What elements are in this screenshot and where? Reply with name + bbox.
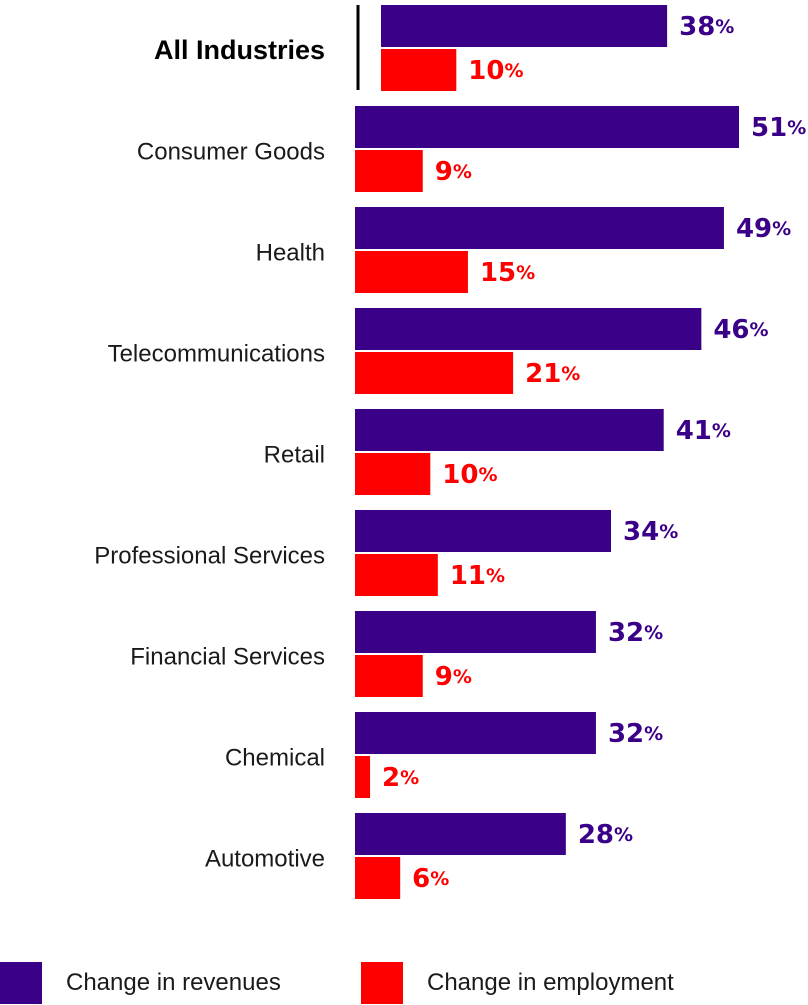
legend-swatch-revenues [0, 961, 42, 1004]
category-label-consumer-goods: Consumer Goods [137, 138, 325, 165]
employment-bar-all-industries [381, 49, 457, 91]
revenue-value-label-chemical: 32% [608, 719, 663, 749]
revenue-value-label-automotive: 28% [578, 820, 633, 850]
bar-chart: All Industries 38% 10% Consumer Goods 51% 9% H… [94, 5, 806, 899]
employment-value-label-chemical: 2% [382, 763, 419, 793]
employment-value-label-all-industries: 10% [468, 56, 523, 86]
revenue-bar-consumer-goods [355, 106, 739, 148]
employment-value-label-telecommunications: 21% [525, 359, 580, 389]
employment-bar-consumer-goods [355, 150, 423, 192]
revenue-value-label-consumer-goods: 51% [751, 113, 806, 143]
revenue-bar-retail [355, 409, 664, 451]
employment-bar-automotive [355, 857, 401, 899]
employment-bar-professional-services [355, 554, 438, 596]
revenue-value-label-telecommunications: 46% [713, 315, 768, 345]
revenue-value-label-all-industries: 38% [679, 12, 734, 42]
category-label-retail: Retail [264, 441, 325, 468]
employment-value-label-automotive: 6% [412, 864, 449, 894]
employment-bar-chemical [355, 756, 371, 798]
category-label-health: Health [256, 239, 325, 266]
revenue-bar-professional-services [355, 510, 611, 552]
category-label-automotive: Automotive [205, 845, 325, 872]
revenue-bar-chemical [355, 712, 596, 754]
revenue-bar-financial-services [355, 611, 596, 653]
legend-item-revenues: Change in revenues [0, 960, 281, 1005]
revenue-bar-health [355, 207, 724, 249]
employment-bar-financial-services [355, 655, 423, 697]
revenue-value-label-retail: 41% [676, 416, 731, 446]
category-label-financial-services: Financial Services [130, 643, 325, 670]
revenue-bar-telecommunications [355, 308, 702, 350]
revenue-value-label-professional-services: 34% [623, 517, 678, 547]
revenue-value-label-financial-services: 32% [608, 618, 663, 648]
employment-value-label-retail: 10% [442, 460, 497, 490]
category-label-chemical: Chemical [225, 744, 325, 771]
legend-label-revenues: Change in revenues [66, 968, 281, 996]
revenue-value-label-health: 49% [736, 214, 791, 244]
employment-value-label-financial-services: 9% [435, 662, 472, 692]
legend-swatch-employment [361, 961, 403, 1004]
employment-value-label-professional-services: 11% [450, 561, 505, 591]
category-label-all-industries: All Industries [154, 35, 325, 65]
employment-bar-retail [355, 453, 431, 495]
category-label-professional-services: Professional Services [94, 542, 325, 569]
legend-item-employment: Change in employment [361, 960, 674, 1005]
revenue-bar-automotive [355, 813, 566, 855]
category-label-telecommunications: Telecommunications [108, 340, 325, 367]
revenue-bar-all-industries [381, 5, 668, 47]
legend: Change in revenues Change in employment [0, 960, 808, 1005]
employment-bar-telecommunications [355, 352, 514, 394]
employment-bar-health [355, 251, 468, 293]
legend-label-employment: Change in employment [427, 968, 674, 996]
employment-value-label-health: 15% [480, 258, 535, 288]
employment-value-label-consumer-goods: 9% [435, 157, 472, 187]
